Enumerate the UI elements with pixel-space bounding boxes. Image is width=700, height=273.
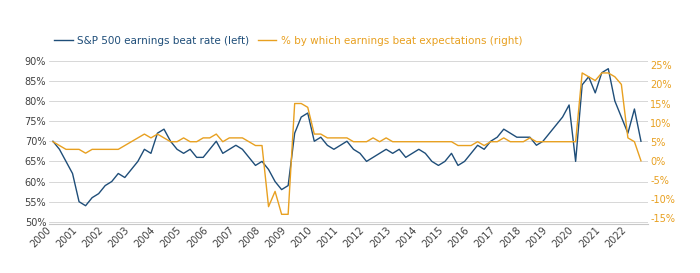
% by which earnings beat expectations (right) bbox=[630, 140, 638, 143]
S&P 500 earnings beat rate (left) bbox=[552, 123, 560, 127]
S&P 500 earnings beat rate (left) bbox=[127, 168, 136, 171]
% by which earnings beat expectations (right) bbox=[637, 159, 645, 162]
S&P 500 earnings beat rate (left) bbox=[81, 204, 90, 207]
% by which earnings beat expectations (right) bbox=[277, 213, 286, 216]
S&P 500 earnings beat rate (left) bbox=[49, 140, 57, 143]
Line: % by which earnings beat expectations (right): % by which earnings beat expectations (r… bbox=[53, 73, 641, 214]
Line: S&P 500 earnings beat rate (left): S&P 500 earnings beat rate (left) bbox=[53, 69, 641, 206]
S&P 500 earnings beat rate (left) bbox=[637, 140, 645, 143]
% by which earnings beat expectations (right) bbox=[578, 71, 587, 75]
S&P 500 earnings beat rate (left) bbox=[193, 156, 201, 159]
S&P 500 earnings beat rate (left) bbox=[395, 148, 403, 151]
Legend: S&P 500 earnings beat rate (left), % by which earnings beat expectations (right): S&P 500 earnings beat rate (left), % by … bbox=[54, 36, 522, 46]
% by which earnings beat expectations (right) bbox=[120, 144, 129, 147]
S&P 500 earnings beat rate (left) bbox=[630, 107, 638, 111]
S&P 500 earnings beat rate (left) bbox=[206, 148, 214, 151]
% by which earnings beat expectations (right) bbox=[49, 140, 57, 143]
S&P 500 earnings beat rate (left) bbox=[604, 67, 612, 70]
% by which earnings beat expectations (right) bbox=[199, 136, 207, 140]
% by which earnings beat expectations (right) bbox=[186, 140, 195, 143]
% by which earnings beat expectations (right) bbox=[552, 140, 560, 143]
% by which earnings beat expectations (right) bbox=[395, 140, 403, 143]
